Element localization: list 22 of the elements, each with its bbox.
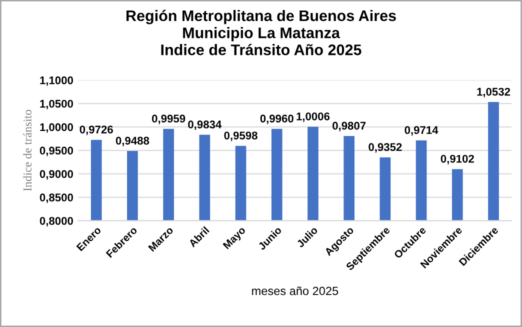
y-axis-title: Indice de tránsito xyxy=(23,110,32,191)
x-axis-title: meses año 2025 xyxy=(252,286,338,296)
data-label: 1,0532 xyxy=(477,88,510,98)
data-label: 0,9102 xyxy=(440,154,474,164)
data-label: 0,9714 xyxy=(404,126,438,136)
data-label: 0,9834 xyxy=(188,120,222,130)
data-label: 0,9598 xyxy=(224,132,258,142)
data-label: 0,9959 xyxy=(152,114,186,124)
y-tick-label: 0,8500 xyxy=(40,194,73,204)
y-tick-label: 1,1000 xyxy=(40,76,73,86)
data-label: 0,9352 xyxy=(368,143,402,153)
y-tick-label: 0,8000 xyxy=(40,216,73,226)
data-label: 0,9488 xyxy=(116,136,150,146)
y-tick-label: 0,9500 xyxy=(40,146,73,156)
data-label: 0,9726 xyxy=(80,126,113,136)
y-tick-label: 0,9000 xyxy=(40,170,73,180)
y-tick-label: 1,0000 xyxy=(40,123,73,133)
data-label: 0,9960 xyxy=(260,114,294,124)
y-tick-label: 1,0500 xyxy=(40,100,73,110)
data-label: 0,9807 xyxy=(332,122,366,132)
chart-title: Región Metroplitana de Buenos Aires Municipio La Matanza Indice de Tránsito Año 2025 xyxy=(126,10,396,56)
data-label: 1,0006 xyxy=(296,112,330,122)
